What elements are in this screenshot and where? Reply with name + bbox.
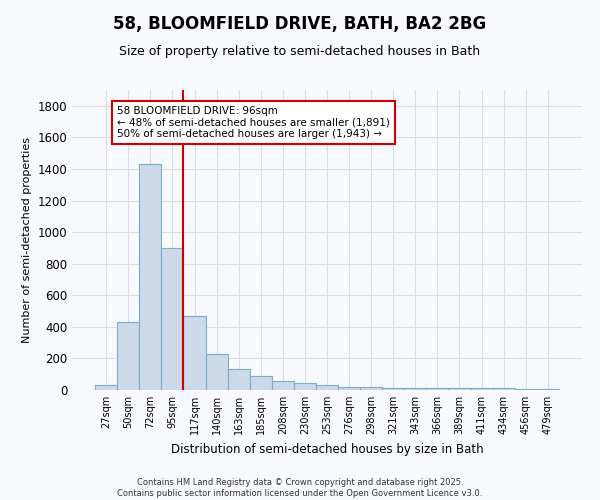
Bar [338, 387, 360, 390]
Bar [227, 368, 250, 390]
Bar [448, 388, 470, 390]
Bar [139, 164, 161, 390]
Bar [493, 388, 515, 390]
Bar [404, 388, 427, 390]
Bar [316, 386, 338, 390]
Bar [184, 316, 206, 390]
Bar [206, 354, 227, 390]
Bar [250, 376, 272, 390]
Text: 58 BLOOMFIELD DRIVE: 96sqm
← 48% of semi-detached houses are smaller (1,891)
50%: 58 BLOOMFIELD DRIVE: 96sqm ← 48% of semi… [117, 106, 390, 139]
Bar [95, 386, 117, 390]
Text: Contains HM Land Registry data © Crown copyright and database right 2025.
Contai: Contains HM Land Registry data © Crown c… [118, 478, 482, 498]
X-axis label: Distribution of semi-detached houses by size in Bath: Distribution of semi-detached houses by … [170, 442, 484, 456]
Bar [360, 387, 382, 390]
Bar [117, 322, 139, 390]
Bar [515, 389, 537, 390]
Bar [470, 388, 493, 390]
Bar [272, 380, 294, 390]
Bar [427, 388, 448, 390]
Bar [382, 388, 404, 390]
Text: Size of property relative to semi-detached houses in Bath: Size of property relative to semi-detach… [119, 45, 481, 58]
Bar [294, 383, 316, 390]
Y-axis label: Number of semi-detached properties: Number of semi-detached properties [22, 137, 32, 343]
Text: 58, BLOOMFIELD DRIVE, BATH, BA2 2BG: 58, BLOOMFIELD DRIVE, BATH, BA2 2BG [113, 15, 487, 33]
Bar [537, 389, 559, 390]
Bar [161, 248, 184, 390]
